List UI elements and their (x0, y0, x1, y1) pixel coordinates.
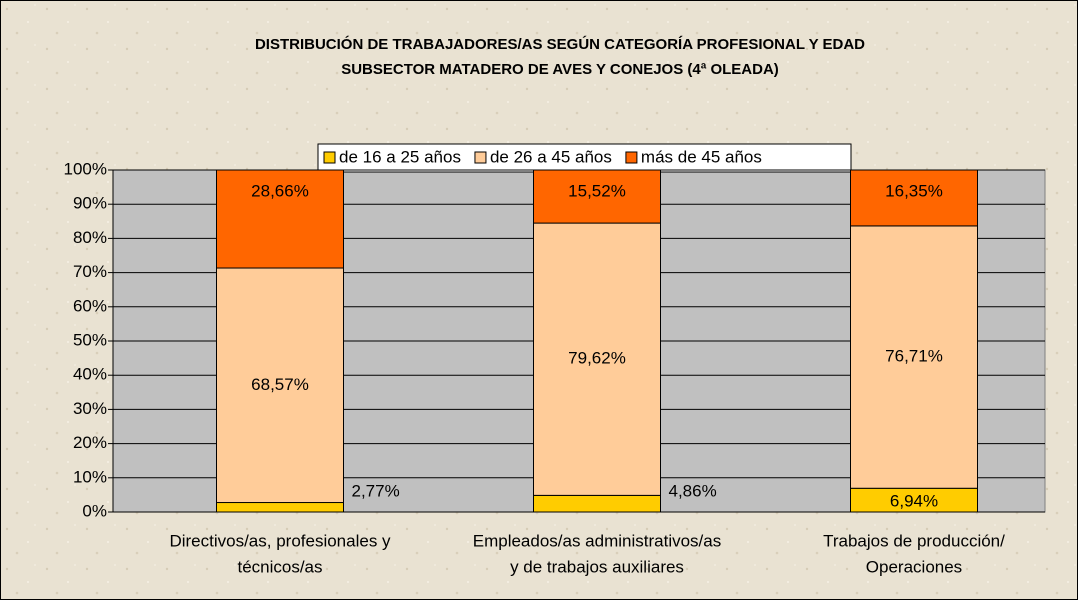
data-label: 16,35% (885, 181, 943, 200)
legend-swatch (474, 151, 487, 164)
data-label: 15,52% (568, 181, 626, 200)
data-label: 68,57% (251, 375, 309, 394)
bar-segment (216, 169, 344, 269)
x-tick-label: Directivos/as, profesionales y (169, 531, 391, 550)
y-tick-label: 10% (73, 467, 107, 486)
legend (317, 143, 852, 173)
data-label: 28,66% (251, 181, 309, 200)
y-tick-label: 90% (73, 194, 107, 213)
chart-title: SUBSECTOR MATADERO DE AVES Y CONEJOS (4ª… (341, 61, 779, 78)
data-label: 76,71% (885, 347, 943, 366)
data-label: 6,94% (890, 492, 938, 511)
bar-segment (533, 494, 661, 513)
legend-swatch (323, 151, 336, 164)
x-tick-label: Operaciones (866, 557, 962, 576)
y-tick-label: 60% (73, 296, 107, 315)
y-tick-label: 0% (82, 501, 107, 520)
bar-segment (216, 267, 344, 504)
chart-title: DISTRIBUCIÓN DE TRABAJADORES/AS SEGÚN CA… (255, 35, 865, 53)
data-label: 4,86% (669, 481, 717, 500)
data-label: 79,62% (568, 349, 626, 368)
y-tick-label: 100% (64, 159, 107, 178)
bar-segment (850, 169, 978, 227)
data-label: 2,77% (352, 481, 400, 500)
bar-segment (533, 169, 661, 224)
legend-label: de 26 a 45 años (490, 147, 612, 166)
bar-segment (216, 502, 344, 513)
y-tick-label: 80% (73, 228, 107, 247)
y-tick-label: 50% (73, 330, 107, 349)
x-tick-label: y de trabajos auxiliares (510, 557, 684, 576)
bar-segment (533, 222, 661, 496)
y-tick-label: 20% (73, 433, 107, 452)
x-tick-label: técnicos/as (237, 557, 322, 576)
x-tick-label: Empleados/as administrativos/as (473, 531, 722, 550)
x-tick-label: Trabajos de producción/ (823, 531, 1005, 550)
y-tick-label: 40% (73, 365, 107, 384)
y-tick-label: 70% (73, 262, 107, 281)
y-tick-label: 30% (73, 399, 107, 418)
legend-label: más de 45 años (641, 147, 762, 166)
legend-swatch (625, 151, 638, 164)
legend-label: de 16 a 25 años (339, 147, 461, 166)
